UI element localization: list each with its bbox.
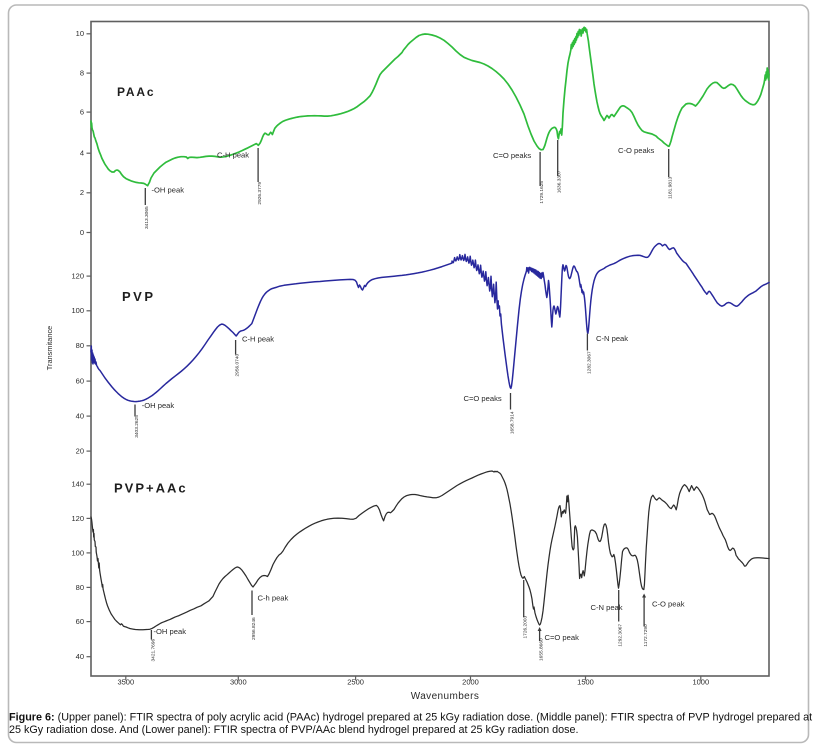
- svg-text:25 kGy radiation dose. And (Lo: 25 kGy radiation dose. And (Lower panel)…: [9, 724, 579, 736]
- svg-text:Figure 6: (Upper panel): FTIR: Figure 6: (Upper panel): FTIR spectra of…: [9, 712, 812, 724]
- svg-text:2: 2: [80, 188, 84, 197]
- svg-text:80: 80: [76, 341, 84, 350]
- svg-text:1500: 1500: [577, 678, 594, 687]
- svg-text:6: 6: [80, 108, 84, 117]
- svg-text:1181.9813: 1181.9813: [668, 176, 674, 199]
- svg-text:3413.3065: 3413.3065: [144, 206, 150, 229]
- svg-text:2956.0740: 2956.0740: [235, 353, 241, 376]
- svg-text:Transmitance: Transmitance: [45, 326, 54, 371]
- svg-text:C=O peaks: C=O peaks: [493, 151, 531, 160]
- svg-text:60: 60: [76, 377, 84, 386]
- svg-text:1726.2003: 1726.2003: [523, 615, 529, 638]
- svg-text:1636.3307: 1636.3307: [557, 170, 563, 193]
- svg-text:PVP+AAc: PVP+AAc: [114, 481, 188, 496]
- svg-text:PVP: PVP: [122, 289, 156, 304]
- svg-text:60: 60: [76, 617, 84, 626]
- svg-text:120: 120: [71, 272, 84, 281]
- svg-text:100: 100: [71, 548, 84, 557]
- svg-text:10: 10: [76, 29, 84, 38]
- svg-text:140: 140: [71, 480, 84, 489]
- svg-text:2500: 2500: [347, 678, 364, 687]
- svg-text:C-N peak: C-N peak: [591, 603, 623, 612]
- svg-text:2926.3779: 2926.3779: [257, 182, 263, 205]
- svg-text:3000: 3000: [230, 678, 247, 687]
- svg-text:80: 80: [76, 583, 84, 592]
- svg-text:C-O peaks: C-O peaks: [618, 146, 654, 155]
- svg-text:8: 8: [80, 69, 84, 78]
- svg-text:-OH peak: -OH peak: [154, 627, 187, 636]
- svg-text:C-H peak: C-H peak: [217, 151, 249, 160]
- svg-text:40: 40: [76, 652, 84, 661]
- svg-text:-OH peak: -OH peak: [142, 401, 175, 410]
- svg-text:3500: 3500: [117, 678, 134, 687]
- svg-text:PAAc: PAAc: [117, 85, 155, 99]
- svg-text:-OH peak: -OH peak: [152, 186, 185, 195]
- svg-text:C-O peak: C-O peak: [652, 600, 685, 609]
- svg-text:1729.1625: 1729.1625: [539, 181, 545, 204]
- svg-text:0: 0: [80, 228, 84, 237]
- svg-text:120: 120: [71, 514, 84, 523]
- svg-text:100: 100: [71, 306, 84, 315]
- svg-text:C=O peaks: C=O peaks: [464, 394, 502, 403]
- svg-text:20: 20: [76, 447, 84, 456]
- svg-text:1000: 1000: [692, 678, 709, 687]
- svg-text:3403.2625: 3403.2625: [134, 415, 140, 438]
- svg-text:2000: 2000: [462, 678, 479, 687]
- svg-text:40: 40: [76, 412, 84, 421]
- svg-text:C-N peak: C-N peak: [596, 334, 628, 343]
- svg-text:1655.8660: 1655.8660: [539, 638, 545, 661]
- svg-text:1292.3067: 1292.3067: [618, 624, 624, 647]
- svg-text:2956.8246: 2956.8246: [251, 617, 257, 640]
- svg-text:4: 4: [80, 149, 84, 158]
- svg-text:3421.7696: 3421.7696: [150, 638, 156, 661]
- svg-text:1172.7290: 1172.7290: [643, 624, 649, 647]
- svg-text:1282.3067: 1282.3067: [586, 351, 592, 374]
- svg-text:C-H peak: C-H peak: [242, 334, 274, 343]
- svg-text:C-h peak: C-h peak: [258, 594, 289, 603]
- svg-text:1658.7914: 1658.7914: [509, 411, 515, 434]
- svg-text:Wavenumbers: Wavenumbers: [411, 691, 480, 702]
- svg-text:C=O peak: C=O peak: [545, 633, 580, 642]
